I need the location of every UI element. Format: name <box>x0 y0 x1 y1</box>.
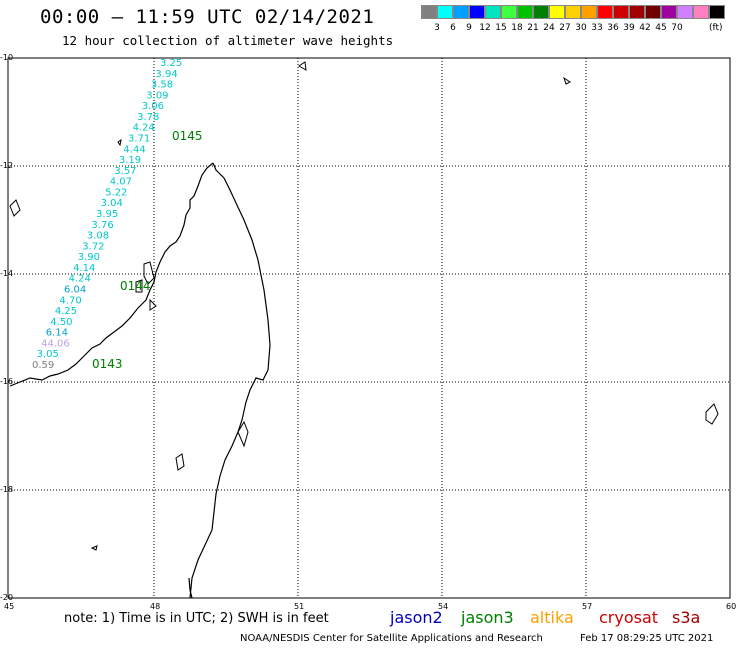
swh-value: 5.22 <box>105 187 127 198</box>
legend-swatch <box>645 5 661 19</box>
legend-label: 42 <box>639 23 651 33</box>
swh-value: 6.14 <box>46 328 68 339</box>
legend-swatch <box>533 5 549 19</box>
legend-swatch <box>437 5 453 19</box>
lat-label: -20 <box>0 593 14 602</box>
legend-swatch <box>517 5 533 19</box>
legend-label: 15 <box>495 23 507 33</box>
swh-value: 3.95 <box>96 209 118 220</box>
legend-swatch <box>677 5 693 19</box>
swh-value: 3.78 <box>137 112 159 123</box>
satellite-name: s3a <box>672 608 701 627</box>
swh-value: 3.76 <box>91 220 113 231</box>
swh-value: 4.25 <box>55 306 77 317</box>
legend-swatch <box>469 5 485 19</box>
legend-label: 21 <box>527 23 539 33</box>
swh-value-labels: 3.253.943.583.093.063.784.243.714.443.19… <box>32 58 182 371</box>
lat-label: -12 <box>0 161 14 170</box>
legend-label: 39 <box>623 23 635 33</box>
legend-swatch <box>453 5 469 19</box>
swh-value: 3.06 <box>142 101 164 112</box>
track-label: 0145 <box>172 129 203 143</box>
legend-label: 12 <box>479 23 491 33</box>
legend-swatch <box>565 5 581 19</box>
map-frame <box>7 57 731 599</box>
swh-value: 3.04 <box>101 198 123 209</box>
legend-swatch <box>629 5 645 19</box>
swh-value: 3.90 <box>78 252 100 263</box>
satellite-name: altika <box>530 608 574 627</box>
swh-value: 3.19 <box>119 155 141 166</box>
swh-value: 3.05 <box>37 349 59 360</box>
legend-label: 45 <box>655 23 667 33</box>
swh-value: 3.94 <box>155 69 177 80</box>
swh-value: 0.59 <box>32 360 54 371</box>
note-text: note: 1) Time is in UTC; 2) SWH is in fe… <box>64 611 329 626</box>
page-title: 00:00 – 11:59 UTC 02/14/2021 <box>40 6 375 28</box>
lon-label: 54 <box>438 602 449 611</box>
legend-swatch <box>421 5 437 19</box>
swh-value: 4.50 <box>50 317 72 328</box>
islands <box>9 61 719 551</box>
legend-label: 27 <box>559 23 571 33</box>
track-label: 0144 <box>120 279 151 293</box>
page-subtitle: 12 hour collection of altimeter wave hei… <box>62 33 394 48</box>
swh-value: 4.24 <box>133 123 155 134</box>
swh-value: 4.14 <box>73 263 95 274</box>
swh-value: 44.06 <box>41 338 70 349</box>
legend-swatch <box>709 5 725 19</box>
swh-value: 3.58 <box>151 80 173 91</box>
lat-label: -14 <box>0 269 14 278</box>
legend-label: 18 <box>511 23 523 33</box>
legend-label: 9 <box>466 23 472 33</box>
grid <box>8 58 730 598</box>
legend-label: 36 <box>607 23 619 33</box>
madagascar-coastline <box>9 162 271 599</box>
swh-value: 3.71 <box>128 134 150 145</box>
track-labels: 0145 0144 0143 <box>92 129 203 371</box>
footer-credit: NOAA/NESDIS Center for Satellite Applica… <box>240 633 543 644</box>
lon-label: 45 <box>4 602 15 611</box>
swh-value: 3.09 <box>146 90 168 101</box>
swh-value: 3.57 <box>114 166 136 177</box>
footer-date: Feb 17 08:29:25 UTC 2021 <box>580 633 714 644</box>
satellite-name: jason2 <box>390 608 443 627</box>
legend-label: 70 <box>671 23 683 33</box>
legend-swatch <box>485 5 501 19</box>
swh-value: 3.72 <box>82 241 104 252</box>
legend-swatch <box>613 5 629 19</box>
legend-swatch <box>597 5 613 19</box>
legend-swatch <box>501 5 517 19</box>
legend-swatch <box>693 5 709 19</box>
lon-label: 51 <box>294 602 305 611</box>
legend-swatch <box>581 5 597 19</box>
swh-value: 3.25 <box>160 58 182 69</box>
legend-label: 33 <box>591 23 603 33</box>
lat-label: -10 <box>0 53 14 62</box>
lon-label: 57 <box>582 602 593 611</box>
satellite-name: cryosat <box>599 608 659 627</box>
legend-swatch <box>661 5 677 19</box>
swh-value: 4.44 <box>123 144 145 155</box>
legend-label: 24 <box>543 23 555 33</box>
satellite-name: jason3 <box>461 608 514 627</box>
lon-label: 48 <box>150 602 161 611</box>
track-label: 0143 <box>92 357 123 371</box>
legend-label: 3 <box>434 23 440 33</box>
swh-value: 4.24 <box>69 274 91 285</box>
legend-swatch <box>549 5 565 19</box>
legend-unit: (ft) <box>709 23 723 33</box>
swh-value: 3.08 <box>87 231 109 242</box>
legend-label: 6 <box>450 23 456 33</box>
swh-value: 4.70 <box>59 295 81 306</box>
lat-label: -16 <box>0 377 14 386</box>
swh-value: 4.07 <box>110 177 132 188</box>
lat-label: -18 <box>0 485 14 494</box>
swh-value: 6.04 <box>64 285 86 296</box>
lon-label: 60 <box>726 602 737 611</box>
legend-label: 30 <box>575 23 587 33</box>
